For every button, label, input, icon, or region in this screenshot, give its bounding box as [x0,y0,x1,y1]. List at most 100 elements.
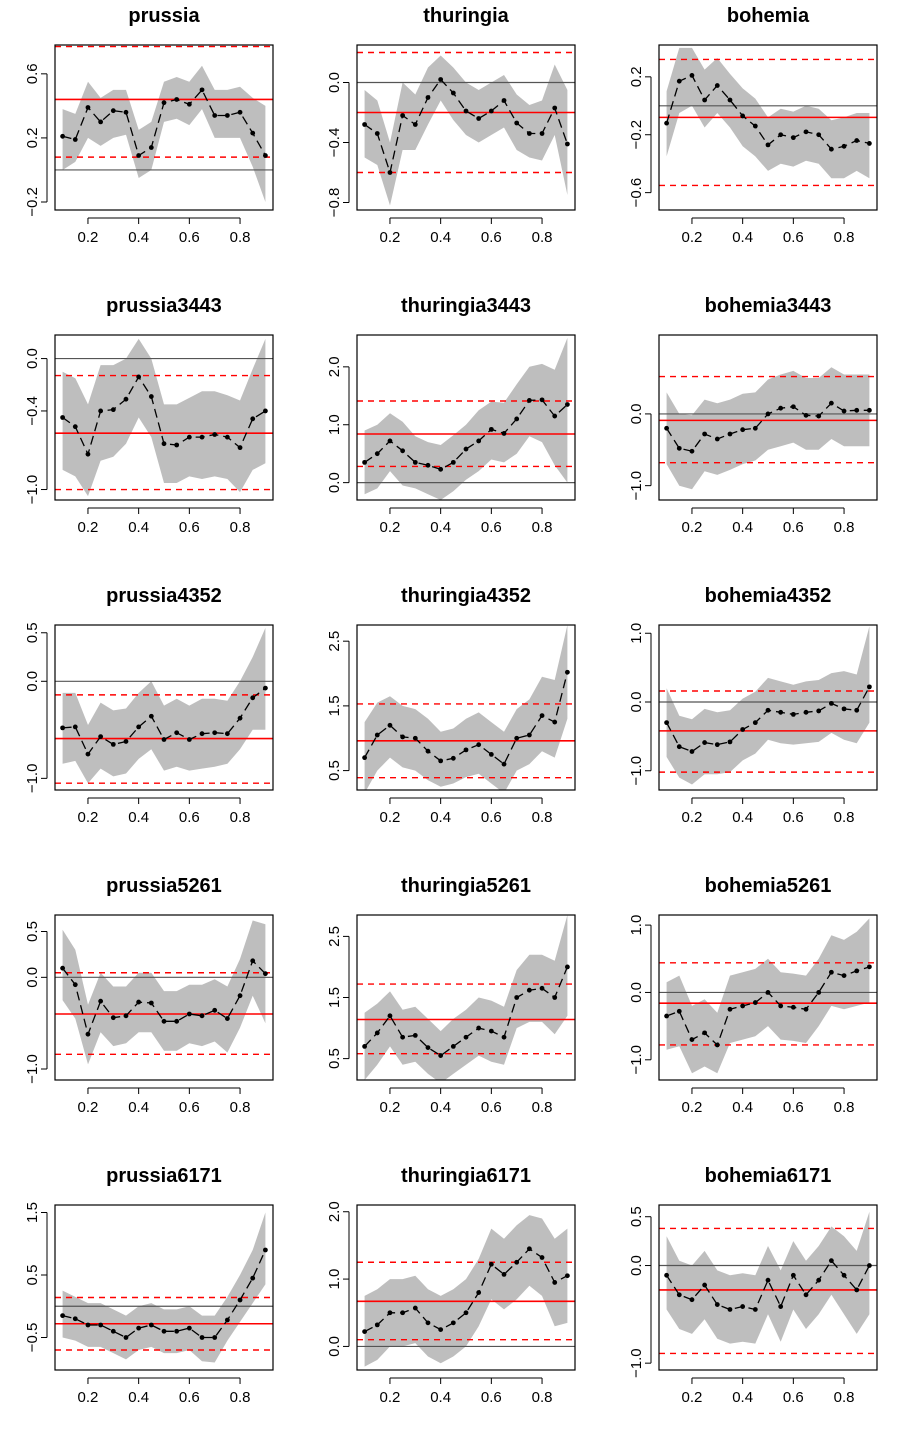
data-point [72,424,78,430]
data-point [212,432,218,437]
x-tick-label: 0.4 [128,519,149,536]
data-point [488,426,494,432]
y-tick-label: 1.5 [326,987,343,1008]
x-axis: 0.2 0.4 0.6 0.8 [682,217,854,246]
chart-title: bohemia4352 [705,585,832,607]
x-tick-label: 0.6 [179,519,200,536]
data-point [186,737,192,742]
data-point [212,730,218,736]
plot-area [357,625,575,790]
data-point [514,735,520,741]
plot-frame [54,624,274,791]
data-point [110,1328,116,1334]
x-tick-label: 0.4 [732,1099,753,1116]
data-point [450,755,456,761]
data-point [714,83,720,88]
data-point [526,732,532,738]
y-tick-label: −1.0 [24,764,41,794]
data-point [362,459,368,465]
x-tick-label: 0.6 [481,1389,502,1406]
y-tick-label: 0.0 [24,671,41,692]
data-point [854,407,860,413]
data-point [450,459,456,465]
data-point [136,153,142,158]
data-point [148,394,154,399]
data-point [362,1043,368,1049]
y-tick-label: 1.0 [628,623,645,644]
data-point [841,706,847,712]
data-point [803,709,809,715]
y-tick-label: 1.0 [628,915,645,936]
y-tick-label: −0.5 [24,1323,41,1353]
data-point [539,131,545,136]
chart-svg: 0.2 0.4 0.6 0.8 0.5 1.5 2.5 thuringia4352 [326,585,576,826]
data-point [866,964,872,970]
plot-frame [54,914,274,1081]
plot-area [55,627,273,784]
y-tick-label: −1.0 [628,471,645,501]
data-point [174,730,180,736]
y-axis: 0.5 1.5 2.5 [326,631,350,781]
data-point [552,413,558,419]
data-point [60,133,66,139]
confidence-band [666,47,870,179]
data-point [765,142,771,148]
data-point [387,722,393,728]
chart-svg: 0.2 0.4 0.6 0.8 −0.8 −0.4 0.0 thuringia [326,5,576,246]
x-tick-label: 0.8 [230,1389,251,1406]
x-tick-label: 0.6 [783,809,804,826]
data-point [425,462,431,468]
data-point [237,445,243,451]
data-point [174,1328,180,1334]
chart-svg: 0.2 0.4 0.6 0.8 −0.6 −0.2 0.2 bohemia [628,5,878,246]
y-tick-label: 1.0 [326,1269,343,1290]
chart-title: bohemia [727,5,810,27]
y-axis: −1.0 0.0 [628,403,652,501]
chart-panel-prussia3443: 0.2 0.4 0.6 0.8 −1.0 −0.4 0.0 prussia3443 [0,290,302,580]
estimate-line [62,959,266,1037]
y-tick-label: 2.0 [326,356,343,377]
data-point [841,408,847,414]
data-point [237,109,243,115]
chart-title: thuringia5261 [401,875,531,897]
data-point [539,397,545,403]
y-tick-label: 0.0 [628,982,645,1003]
data-point [790,711,796,717]
x-tick-label: 0.6 [179,809,200,826]
data-point [262,408,268,414]
data-point [136,724,142,730]
data-point [161,441,167,447]
x-tick-label: 0.2 [78,1389,99,1406]
data-point [374,131,380,136]
y-tick-label: 0.5 [24,921,41,942]
data-point [727,97,733,103]
data-point [199,731,205,737]
x-tick-label: 0.8 [532,1389,553,1406]
data-point [148,713,154,719]
data-point [186,101,192,107]
data-point [564,669,570,675]
data-point [854,968,860,974]
data-point [488,1261,494,1267]
plot-frame [356,334,576,501]
data-point [816,990,822,995]
confidence-band [62,627,266,784]
data-point [412,122,418,127]
plot-frame [356,624,576,791]
plot-area [357,915,575,1080]
data-point [816,1277,822,1283]
x-tick-label: 0.4 [732,519,753,536]
data-point [136,1325,142,1331]
x-tick-label: 0.6 [481,519,502,536]
data-point [778,405,784,411]
chart-panel-thuringia3443: 0.2 0.4 0.6 0.8 0.0 1.0 2.0 thuringia3443 [302,290,604,580]
data-point [85,451,91,457]
plot-frame [356,44,576,211]
data-point [60,725,66,731]
data-point [514,1259,520,1265]
estimate-line [364,78,569,175]
x-tick-label: 0.8 [834,809,855,826]
data-point [161,100,167,106]
data-point [463,1310,469,1316]
y-tick-label: 0.0 [326,1336,343,1357]
